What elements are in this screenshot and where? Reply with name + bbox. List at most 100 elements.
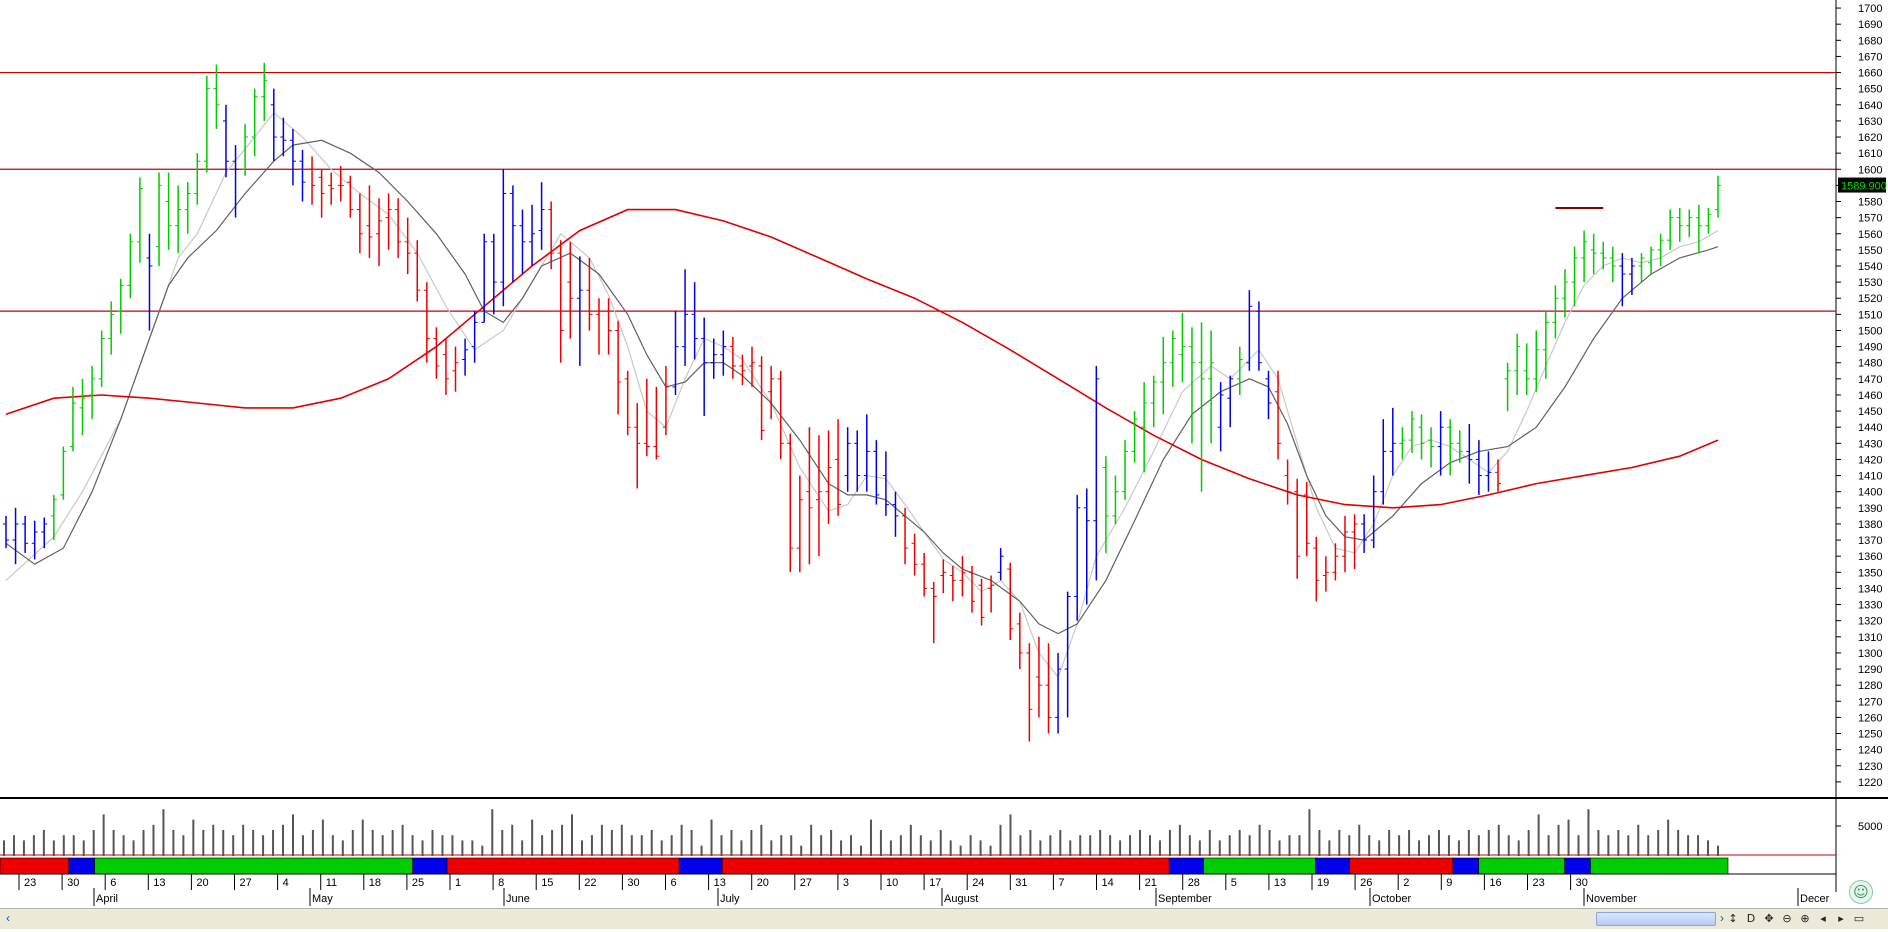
y-tick-label: 1630 (1858, 116, 1882, 128)
y-tick-label: 1350 (1858, 567, 1882, 579)
y-tick-label: 1660 (1858, 68, 1882, 80)
y-tick-label: 1310 (1858, 632, 1882, 644)
scroll-left-icon[interactable]: ‹ (6, 911, 10, 925)
date-tick-label: 30 (67, 877, 79, 889)
month-label: November (1586, 893, 1637, 905)
date-tick-label: 23 (1533, 877, 1545, 889)
y-tick-label: 1250 (1858, 729, 1882, 741)
date-tick-label: 14 (1102, 877, 1114, 889)
date-tick-label: 22 (584, 877, 596, 889)
trend-strip-segment (1168, 857, 1204, 875)
moving-average-line (5, 139, 1719, 635)
y-tick-label: 1650 (1858, 84, 1882, 96)
y-tick-label: 1300 (1858, 648, 1882, 660)
trend-strip-segment (1478, 857, 1565, 875)
date-tick-label: 9 (1446, 877, 1452, 889)
trend-strip-segment (412, 857, 448, 875)
y-tick-label: 1270 (1858, 696, 1882, 708)
trend-strip-segment (68, 857, 95, 875)
fit-window-icon[interactable]: ▭ (1853, 912, 1865, 925)
status-smiley-icon[interactable]: ☺ (1849, 880, 1873, 904)
y-tick-label: 1600 (1858, 164, 1882, 176)
trend-strip-segment (1452, 857, 1479, 875)
month-label: September (1158, 893, 1212, 905)
y-tick-label: 1280 (1858, 680, 1882, 692)
toggle-scale-icon[interactable]: ↕ (1728, 912, 1738, 925)
y-tick-label: 1490 (1858, 342, 1882, 354)
scroll-right-icon[interactable]: › (1720, 911, 1724, 925)
y-tick-label: 1480 (1858, 358, 1882, 370)
y-tick-label: 1400 (1858, 487, 1882, 499)
y-tick-label: 1530 (1858, 277, 1882, 289)
month-label: Decer (1800, 893, 1830, 905)
date-tick-label: 8 (498, 877, 504, 889)
trend-strip-segment (678, 857, 723, 875)
y-tick-label: 1610 (1858, 148, 1882, 160)
last-price-label: 1589.900 (1841, 181, 1887, 193)
y-tick-label: 1460 (1858, 390, 1882, 402)
date-tick-label: 18 (369, 877, 381, 889)
y-tick-label: 1220 (1858, 777, 1882, 789)
scroll-forward-icon[interactable]: ▸ (1838, 912, 1844, 925)
y-tick-label: 1380 (1858, 519, 1882, 531)
trend-strip-segment (721, 857, 1170, 875)
date-tick-label: 23 (24, 877, 36, 889)
trend-strip-segment (1349, 857, 1454, 875)
scrollbar-thumb[interactable] (1596, 912, 1716, 926)
date-tick-label: 16 (1489, 877, 1501, 889)
y-tick-label: 1330 (1858, 600, 1882, 612)
date-tick-label: 30 (1576, 877, 1588, 889)
zoom-out-icon[interactable]: ⊖ (1782, 912, 1792, 925)
y-tick-label: 1580 (1858, 197, 1882, 209)
date-tick-label: 6 (671, 877, 677, 889)
date-tick-label: 13 (1274, 877, 1286, 889)
y-tick-label: 1520 (1858, 293, 1882, 305)
y-tick-label: 1500 (1858, 325, 1882, 337)
zoom-in-icon[interactable]: ⊕ (1800, 912, 1810, 925)
trend-strip-segment (94, 857, 413, 875)
y-tick-label: 1620 (1858, 132, 1882, 144)
period-daily-button[interactable]: D (1746, 912, 1756, 925)
trend-strip-segment (1590, 857, 1729, 875)
y-tick-label: 1700 (1858, 3, 1882, 15)
y-tick-label: 1230 (1858, 761, 1882, 773)
date-tick-label: 4 (283, 877, 289, 889)
y-tick-label: 1510 (1858, 309, 1882, 321)
y-tick-label: 1640 (1858, 100, 1882, 112)
date-tick-label: 5 (1231, 877, 1237, 889)
date-tick-label: 20 (757, 877, 769, 889)
date-tick-label: 17 (929, 877, 941, 889)
month-label: October (1372, 893, 1411, 905)
stock-chart[interactable]: 1220123012401250126012701280129013001310… (0, 0, 1888, 908)
date-tick-label: 31 (1015, 877, 1027, 889)
date-tick-label: 26 (1360, 877, 1372, 889)
month-label: May (312, 893, 333, 905)
trend-strip-segment (1564, 857, 1591, 875)
month-label: August (944, 893, 978, 905)
month-label: June (506, 893, 530, 905)
date-tick-label: 13 (153, 877, 165, 889)
month-label: July (720, 893, 740, 905)
y-tick-label: 1540 (1858, 261, 1882, 273)
y-tick-label: 1450 (1858, 406, 1882, 418)
y-tick-label: 1240 (1858, 745, 1882, 757)
y-tick-label: 1560 (1858, 229, 1882, 241)
chart-toolbar: ↕ D ✥ ⊖ ⊕ ◂ ▸ ▭ (1726, 911, 1866, 927)
y-tick-label: 1430 (1858, 438, 1882, 450)
volume-axis-label: 5000 (1858, 821, 1882, 833)
date-tick-label: 28 (1188, 877, 1200, 889)
y-tick-label: 1410 (1858, 471, 1882, 483)
scroll-back-icon[interactable]: ◂ (1820, 912, 1826, 925)
y-tick-label: 1690 (1858, 19, 1882, 31)
horizontal-scrollbar[interactable]: ‹ › ↕ D ✥ ⊖ ⊕ ◂ ▸ ▭ (0, 908, 1888, 929)
date-tick-label: 21 (1145, 877, 1157, 889)
date-tick-label: 20 (196, 877, 208, 889)
y-tick-label: 1390 (1858, 503, 1882, 515)
y-tick-label: 1550 (1858, 245, 1882, 257)
y-tick-label: 1320 (1858, 616, 1882, 628)
date-tick-label: 7 (1058, 877, 1064, 889)
date-tick-label: 2 (1403, 877, 1409, 889)
y-tick-label: 1370 (1858, 535, 1882, 547)
date-tick-label: 30 (627, 877, 639, 889)
pan-icon[interactable]: ✥ (1764, 912, 1774, 925)
